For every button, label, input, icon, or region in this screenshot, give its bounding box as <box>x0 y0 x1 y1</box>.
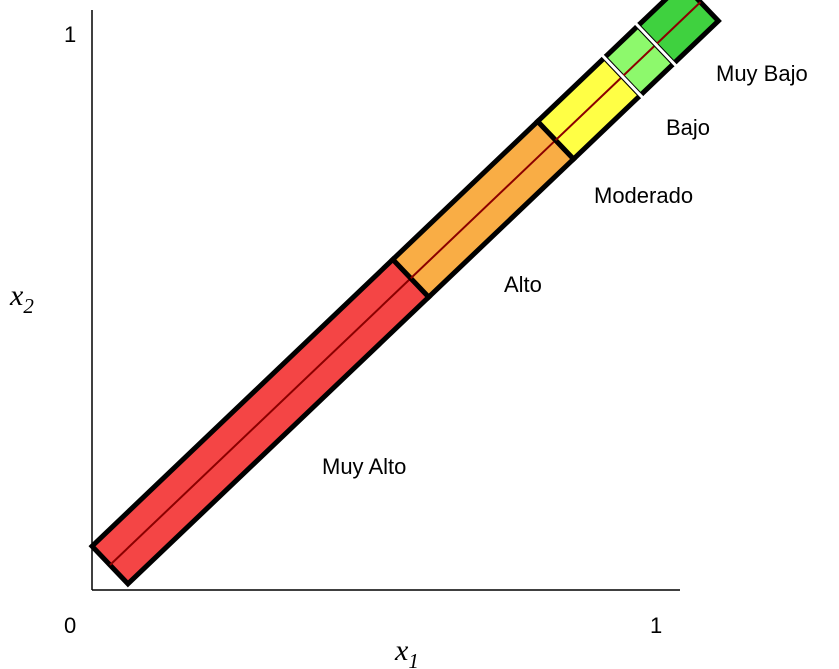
origin-label: 0 <box>64 613 76 638</box>
x-max-label: 1 <box>650 613 662 638</box>
label-alto: Alto <box>504 272 542 297</box>
centerline-moderado <box>554 75 624 141</box>
label-moderado: Moderado <box>594 183 693 208</box>
label-muy-alto: Muy Alto <box>322 454 406 479</box>
x-axis-label: x1 <box>394 634 419 669</box>
x-axis-label-main: x <box>394 634 409 667</box>
y-max-label: 1 <box>64 22 76 47</box>
y-axis-label-main: x <box>9 279 24 312</box>
y-axis-label: x2 <box>9 279 34 318</box>
band-gap-0 <box>601 54 644 99</box>
x-axis-label-subscript: 1 <box>408 649 419 669</box>
label-bajo: Bajo <box>666 115 710 140</box>
centerline-bajo <box>621 43 657 78</box>
centerline-muy-alto <box>109 277 412 566</box>
label-muy-bajo: Muy Bajo <box>716 61 808 86</box>
bands-group <box>88 0 722 588</box>
centerline-alto <box>410 139 557 279</box>
centerline-muy-bajo <box>655 1 702 46</box>
band-gap-1 <box>634 22 677 67</box>
y-axis-label-subscript: 2 <box>23 294 34 318</box>
